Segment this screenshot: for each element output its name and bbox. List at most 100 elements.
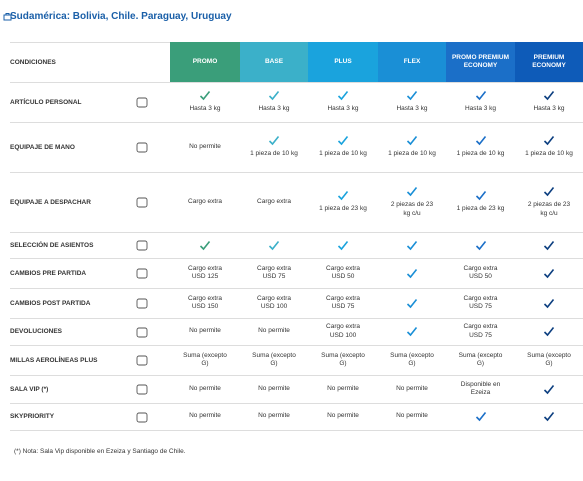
cell: Cargo extra USD 50 (308, 258, 378, 288)
cell: Cargo extra USD 100 (308, 318, 378, 345)
cell: No permite (170, 122, 240, 172)
cell-text: 2 piezas de 23 kg c/u (527, 201, 571, 217)
cell-text: No permite (396, 384, 428, 392)
check-icon (543, 412, 555, 422)
cell: Suma (excepto G) (446, 345, 515, 375)
cell-text: Hasta 3 kg (327, 105, 359, 113)
check-icon (199, 91, 211, 101)
cell: Cargo extra USD 125 (170, 258, 240, 288)
check-icon (406, 136, 418, 146)
cell: 1 pieza de 10 kg (240, 122, 308, 172)
cell-text: Hasta 3 kg (464, 105, 497, 113)
cell: 1 pieza de 10 kg (446, 122, 515, 172)
cell (170, 232, 240, 258)
cell: Hasta 3 kg (515, 82, 583, 122)
cell: No permite (170, 318, 240, 345)
check-icon (406, 187, 418, 197)
divider (10, 345, 583, 346)
cell-text: Suma (excepto G) (527, 351, 571, 367)
cell: Cargo extra USD 75 (446, 288, 515, 318)
cell-text: 1 pieza de 23 kg (456, 205, 505, 213)
cell (240, 232, 308, 258)
cell: Hasta 3 kg (308, 82, 378, 122)
divider (10, 318, 583, 319)
cell: Cargo extra USD 100 (240, 288, 308, 318)
cell: Disponible en Ezeiza (446, 375, 515, 403)
check-icon (543, 327, 555, 337)
cell: Hasta 3 kg (446, 82, 515, 122)
row-label: MILLAS AEROLÍNEAS PLUS (10, 356, 98, 364)
row-icon (135, 140, 149, 154)
cell-text: 1 pieza de 10 kg (319, 150, 367, 158)
divider (10, 288, 583, 289)
cell: 1 pieza de 23 kg (308, 172, 378, 232)
cell: Hasta 3 kg (240, 82, 308, 122)
cell (515, 232, 583, 258)
cell: 1 pieza de 23 kg (446, 172, 515, 232)
cell: Cargo extra (170, 172, 240, 232)
cell-text: Hasta 3 kg (396, 105, 428, 113)
row-icon (135, 266, 149, 280)
cell-text: Hasta 3 kg (189, 105, 221, 113)
column-header: PLUS (308, 42, 378, 82)
cell-text: Cargo extra USD 100 (257, 294, 291, 310)
title: Sudamérica: Bolivia, Chile. Paraguay, Ur… (10, 11, 232, 22)
divider (10, 172, 583, 173)
row-label: SALA VIP (*) (10, 385, 49, 393)
cell: 1 pieza de 10 kg (515, 122, 583, 172)
column-header: PROMO (170, 42, 240, 82)
divider (10, 430, 583, 431)
cell (515, 258, 583, 288)
cell-text: No permite (189, 142, 221, 150)
cell-text: Cargo extra USD 125 (188, 264, 222, 280)
cell (515, 288, 583, 318)
cell-text: Suma (excepto G) (390, 351, 434, 367)
check-icon (337, 191, 349, 201)
column-header: BASE (240, 42, 308, 82)
cell (378, 318, 446, 345)
divider (10, 258, 583, 259)
cell: Hasta 3 kg (378, 82, 446, 122)
cell-text: Suma (excepto G) (458, 351, 503, 367)
cell (308, 232, 378, 258)
cell (446, 232, 515, 258)
cell-text: No permite (258, 384, 290, 392)
cell-text: Suma (excepto G) (321, 351, 365, 367)
check-icon (543, 240, 555, 250)
cell-text: Cargo extra (257, 197, 291, 205)
cell (378, 288, 446, 318)
check-icon (475, 412, 486, 422)
cell: No permite (308, 375, 378, 403)
cell: Cargo extra USD 75 (308, 288, 378, 318)
cell-text: No permite (258, 327, 290, 335)
cell-text: Cargo extra (188, 197, 222, 205)
cell: No permite (308, 403, 378, 430)
cell-text: Cargo extra USD 150 (188, 294, 222, 310)
row-icon (135, 325, 149, 339)
check-icon (268, 240, 280, 250)
header-label: CONDICIONES (10, 58, 56, 66)
cell-text: No permite (189, 384, 221, 392)
title-icon (3, 13, 12, 21)
cell-text: Hasta 3 kg (258, 105, 290, 113)
cell: Suma (excepto G) (240, 345, 308, 375)
cell-text: Cargo extra USD 75 (326, 294, 360, 310)
row-label: SELECCIÓN DE ASIENTOS (10, 241, 94, 249)
column-header: PROMO PREMIUM ECONOMY (446, 42, 515, 82)
check-icon (268, 136, 280, 146)
cell: Cargo extra USD 75 (446, 318, 515, 345)
divider (10, 122, 583, 123)
cell-text: No permite (327, 412, 359, 420)
check-icon (543, 268, 555, 278)
cell-text: Cargo extra USD 50 (326, 264, 360, 280)
cell: Suma (excepto G) (170, 345, 240, 375)
cell (378, 232, 446, 258)
cell-text: Cargo extra USD 100 (326, 323, 360, 339)
cell-text: 2 piezas de 23 kg c/u (390, 201, 434, 217)
check-icon (337, 136, 349, 146)
cell-text: No permite (327, 384, 359, 392)
check-icon (475, 91, 486, 101)
cell-text: Suma (excepto G) (183, 351, 227, 367)
cell-text: No permite (189, 327, 221, 335)
check-icon (543, 187, 555, 197)
